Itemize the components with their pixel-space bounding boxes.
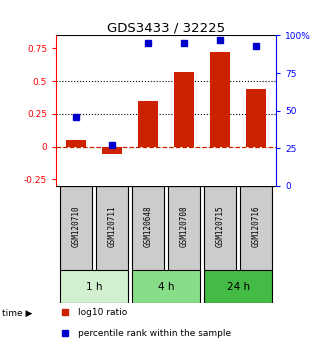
- Bar: [132, 270, 200, 303]
- Bar: [246, 89, 266, 147]
- Title: GDS3433 / 32225: GDS3433 / 32225: [107, 21, 225, 34]
- Text: GSM120716: GSM120716: [252, 206, 261, 247]
- Text: time ▶: time ▶: [2, 309, 32, 318]
- Text: percentile rank within the sample: percentile rank within the sample: [78, 329, 231, 338]
- Bar: [66, 140, 86, 147]
- Bar: [96, 186, 128, 270]
- Text: 24 h: 24 h: [227, 282, 250, 292]
- Text: GSM120715: GSM120715: [216, 206, 225, 247]
- Text: GSM120648: GSM120648: [143, 206, 152, 247]
- Bar: [168, 186, 200, 270]
- Text: GSM120708: GSM120708: [180, 206, 189, 247]
- Bar: [240, 186, 273, 270]
- Text: GSM120711: GSM120711: [108, 206, 117, 247]
- Bar: [204, 270, 273, 303]
- Text: GSM120710: GSM120710: [72, 206, 81, 247]
- Bar: [60, 186, 92, 270]
- Bar: [60, 270, 128, 303]
- Bar: [174, 72, 194, 147]
- Text: 4 h: 4 h: [158, 282, 174, 292]
- Bar: [204, 186, 236, 270]
- Text: log10 ratio: log10 ratio: [78, 308, 127, 317]
- Text: 1 h: 1 h: [86, 282, 102, 292]
- Bar: [102, 147, 122, 154]
- Bar: [138, 101, 158, 147]
- Bar: [132, 186, 164, 270]
- Bar: [210, 52, 230, 147]
